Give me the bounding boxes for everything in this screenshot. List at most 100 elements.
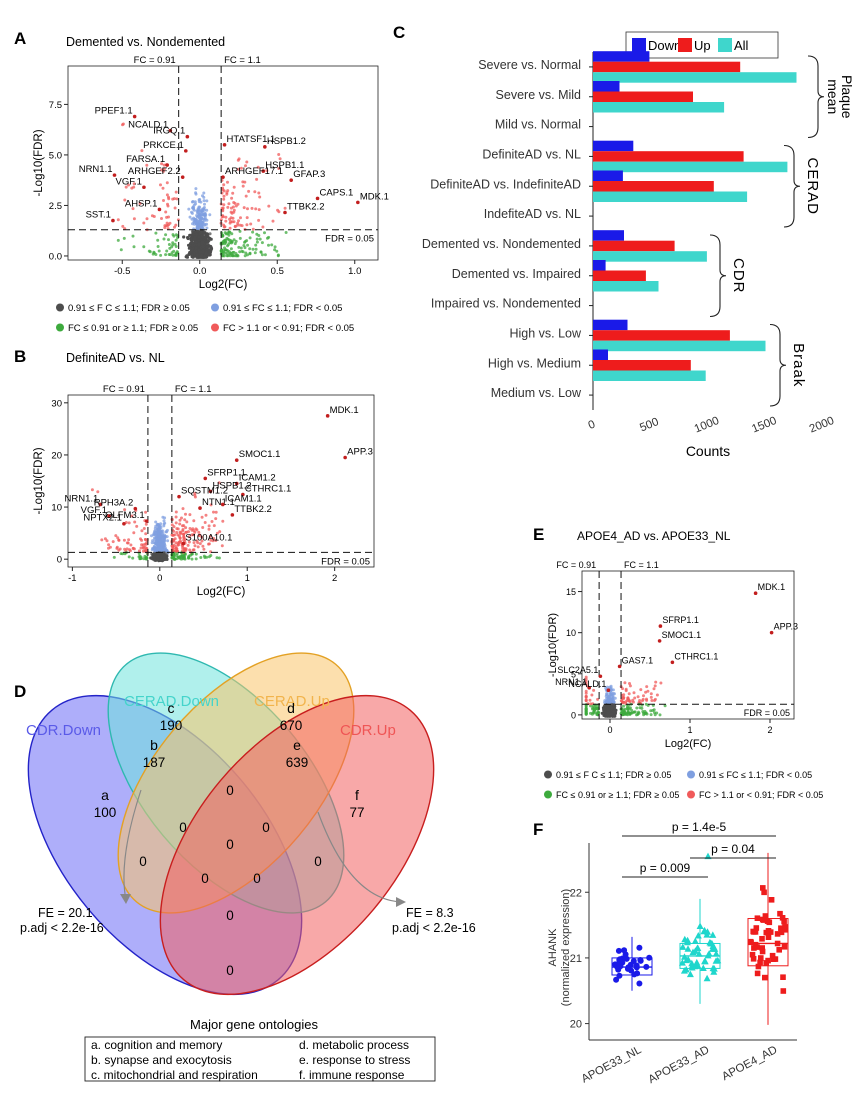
data-point <box>166 539 170 543</box>
data-point <box>779 915 786 921</box>
data-point <box>754 970 761 977</box>
data-point <box>144 532 148 536</box>
data-point <box>184 255 188 259</box>
data-point <box>165 193 169 197</box>
data-point <box>156 558 161 562</box>
data-point <box>176 533 180 537</box>
data-point <box>638 706 642 710</box>
data-point <box>230 196 234 200</box>
data-point <box>158 535 162 539</box>
data-point <box>774 940 781 947</box>
data-point <box>644 690 648 694</box>
data-point <box>172 249 176 253</box>
data-point <box>208 534 212 538</box>
data-point <box>260 241 264 245</box>
data-point <box>225 236 229 240</box>
data-point <box>188 250 192 254</box>
data-point <box>267 243 270 247</box>
y-tick-label: 0 <box>57 555 62 566</box>
data-point <box>132 217 136 221</box>
data-point <box>158 529 162 533</box>
data-point <box>762 974 768 981</box>
gene-label: SQSTM1.2 <box>181 486 228 497</box>
bar <box>593 340 766 352</box>
y-tick-label: 7.5 <box>49 100 62 111</box>
data-point <box>187 530 190 534</box>
x-tick-label: 500 <box>638 416 660 434</box>
region-count: 0 <box>179 820 187 835</box>
data-point <box>112 555 116 559</box>
data-point <box>610 697 614 701</box>
data-point <box>224 219 228 223</box>
data-point <box>192 208 196 212</box>
data-point <box>127 521 131 525</box>
data-point <box>637 957 644 963</box>
data-point <box>646 954 653 961</box>
data-point <box>142 557 146 561</box>
data-point <box>249 222 253 226</box>
gene-label: SMOC1.1 <box>239 449 281 460</box>
data-point <box>170 544 174 548</box>
data-point <box>165 181 169 185</box>
data-point <box>162 237 166 241</box>
legend-swatch <box>56 323 64 332</box>
data-point <box>247 189 251 193</box>
data-point <box>193 217 196 221</box>
data-point <box>257 191 261 195</box>
data-point <box>257 208 261 212</box>
data-point <box>231 191 235 195</box>
data-point <box>156 245 160 248</box>
data-point <box>167 197 171 201</box>
data-point <box>158 548 161 552</box>
data-point <box>616 958 623 965</box>
data-point <box>145 163 149 167</box>
data-point <box>208 213 212 217</box>
data-point <box>226 243 230 247</box>
data-point <box>273 248 277 252</box>
data-point <box>221 254 225 258</box>
data-point <box>202 191 206 195</box>
gene-point <box>132 114 137 119</box>
data-point <box>178 530 182 534</box>
category-label: High vs. Medium <box>488 356 581 370</box>
y-axis-label: -Log10(FDR) <box>33 447 45 514</box>
data-point <box>237 245 241 249</box>
data-point <box>183 552 187 556</box>
data-point <box>167 238 170 242</box>
data-point <box>107 543 111 547</box>
data-point <box>243 246 247 250</box>
data-point <box>164 210 168 214</box>
data-point <box>594 704 598 708</box>
data-point <box>173 253 177 257</box>
ontology-item: e. response to stress <box>299 1053 410 1067</box>
data-point <box>198 533 202 537</box>
gene-point <box>98 502 103 507</box>
data-point <box>208 232 212 236</box>
fe-left-line1: FE = 20.1 <box>38 906 93 920</box>
volcano-plot-a: Demented vs. Nondemented FC = 0.91 FC = 1.… <box>33 35 389 291</box>
y-tick-label: 5.0 <box>49 150 62 161</box>
data-point <box>230 211 234 215</box>
data-point <box>188 245 193 250</box>
gene-point <box>208 489 213 494</box>
data-point <box>238 250 242 254</box>
data-point <box>768 897 775 903</box>
bar <box>593 191 748 202</box>
data-point <box>191 548 195 552</box>
data-point <box>115 546 119 550</box>
data-point <box>127 183 130 187</box>
x-tick-label: APOE33_AD <box>647 1044 712 1086</box>
data-point <box>193 530 197 534</box>
panel-letter-e: E <box>533 525 544 544</box>
data-point <box>239 216 242 220</box>
data-point <box>173 537 177 541</box>
data-point <box>222 225 226 229</box>
data-point <box>197 235 201 239</box>
gene-point <box>180 175 185 179</box>
gene-point <box>222 143 227 147</box>
bar <box>593 251 707 262</box>
data-point <box>228 231 232 234</box>
data-point <box>165 535 169 539</box>
data-point <box>178 522 182 526</box>
